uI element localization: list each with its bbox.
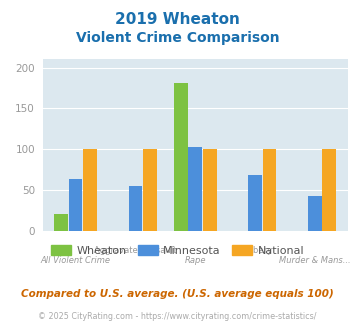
Bar bbox=[263, 149, 276, 231]
Bar bbox=[129, 186, 142, 231]
Bar bbox=[69, 179, 82, 231]
Text: All Violent Crime: All Violent Crime bbox=[40, 255, 110, 265]
Bar bbox=[189, 147, 202, 231]
Text: © 2025 CityRating.com - https://www.cityrating.com/crime-statistics/: © 2025 CityRating.com - https://www.city… bbox=[38, 312, 317, 321]
Text: Rape: Rape bbox=[185, 255, 206, 265]
Bar bbox=[248, 175, 262, 231]
Text: 2019 Wheaton: 2019 Wheaton bbox=[115, 12, 240, 26]
Bar bbox=[203, 149, 217, 231]
Bar bbox=[308, 196, 322, 231]
Legend: Wheaton, Minnesota, National: Wheaton, Minnesota, National bbox=[47, 241, 308, 260]
Text: Robbery: Robbery bbox=[237, 246, 273, 255]
Bar bbox=[83, 149, 97, 231]
Text: Compared to U.S. average. (U.S. average equals 100): Compared to U.S. average. (U.S. average … bbox=[21, 289, 334, 299]
Text: Aggravated Assault: Aggravated Assault bbox=[94, 246, 176, 255]
Bar bbox=[174, 83, 188, 231]
Text: Murder & Mans...: Murder & Mans... bbox=[279, 255, 351, 265]
Bar bbox=[54, 214, 68, 231]
Text: Violent Crime Comparison: Violent Crime Comparison bbox=[76, 31, 279, 45]
Bar bbox=[322, 149, 336, 231]
Bar bbox=[143, 149, 157, 231]
